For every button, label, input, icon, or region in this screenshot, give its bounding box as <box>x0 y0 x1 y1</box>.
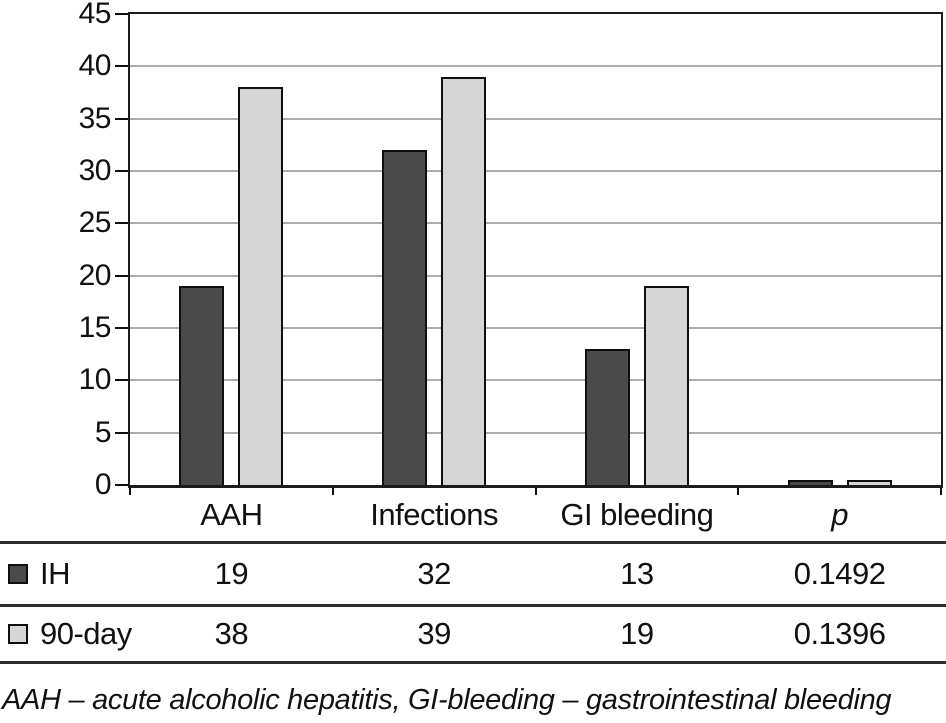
category-label: Infections <box>370 497 498 532</box>
table-cell: 13 <box>620 556 654 591</box>
table-cell: 32 <box>417 556 451 591</box>
gridline <box>130 65 941 68</box>
legend-swatch-ih <box>8 564 28 584</box>
bar-90-day-infections <box>441 77 487 485</box>
y-axis-tick <box>115 274 128 277</box>
bar-90-day-aah <box>238 87 284 485</box>
legend-cell: IH <box>8 544 71 604</box>
legend-cell: 90-day <box>8 607 132 661</box>
table-cell: 0.1492 <box>793 556 886 591</box>
category-label: AAH <box>200 497 263 532</box>
y-axis-tick-label: 35 <box>78 101 112 135</box>
gridline <box>130 379 941 382</box>
y-axis-tick <box>115 379 128 382</box>
table-cell: 19 <box>620 616 654 651</box>
y-axis-tick-label: 15 <box>78 311 112 344</box>
bar-ih-aah <box>179 286 225 485</box>
bar-90-day-p <box>846 480 892 485</box>
x-axis-line <box>128 485 943 488</box>
x-axis-tick <box>534 488 537 495</box>
x-axis-tick <box>129 488 131 495</box>
y-axis-tick-label: 0 <box>94 468 112 501</box>
gridline <box>130 274 941 277</box>
y-axis-tick-label: 5 <box>94 415 112 449</box>
gridline <box>130 327 941 329</box>
y-axis-tick <box>115 170 128 172</box>
gridline <box>130 117 941 120</box>
y-axis-tick-label: 40 <box>78 49 112 83</box>
table-rule <box>0 661 946 664</box>
y-axis-tick-label: 45 <box>78 0 112 30</box>
table-cell: 39 <box>417 616 451 651</box>
y-axis-tick-label: 30 <box>78 154 112 187</box>
y-axis-tick <box>115 65 128 68</box>
legend-label: 90-day <box>40 616 132 651</box>
y-axis-tick-label: 10 <box>78 363 112 397</box>
bar-ih-gi-bleeding <box>584 349 630 485</box>
table-rule <box>0 604 946 607</box>
y-axis-tick <box>115 117 128 120</box>
y-axis-tick <box>115 13 128 15</box>
y-axis-tick <box>115 327 128 329</box>
y-axis-tick <box>115 222 128 225</box>
gridline <box>130 170 941 172</box>
table-rule <box>0 541 946 544</box>
table-row: IH 19 32 13 0.1492 <box>0 544 946 604</box>
legend-swatch-90-day <box>8 624 28 644</box>
y-axis-line <box>128 12 130 488</box>
table-cell: 19 <box>214 556 249 591</box>
table-row: 90-day 38 39 19 0.1396 <box>0 607 946 661</box>
y-axis-tick-label: 25 <box>78 206 112 240</box>
category-label: GI bleeding <box>560 497 714 532</box>
x-axis-tick <box>737 488 740 495</box>
gridline <box>130 431 941 434</box>
bar-90-day-gi-bleeding <box>643 286 689 485</box>
x-axis-tick <box>331 488 334 495</box>
y-axis-tick <box>115 484 128 486</box>
x-axis-tick <box>940 488 942 495</box>
bar-ih-p <box>787 480 833 485</box>
table-cell: 38 <box>214 616 249 651</box>
legend-label: IH <box>40 556 71 591</box>
y-axis-tick <box>115 431 128 434</box>
category-label: p <box>831 497 848 532</box>
table-cell: 0.1396 <box>793 616 886 651</box>
plot-border-right <box>941 12 943 488</box>
bar-ih-infections <box>382 150 428 485</box>
plot-border-top <box>128 12 943 14</box>
y-axis-tick-label: 20 <box>78 258 112 292</box>
footnote: AAH – acute alcoholic hepatitis, GI-blee… <box>2 684 892 716</box>
gridline <box>130 222 941 225</box>
